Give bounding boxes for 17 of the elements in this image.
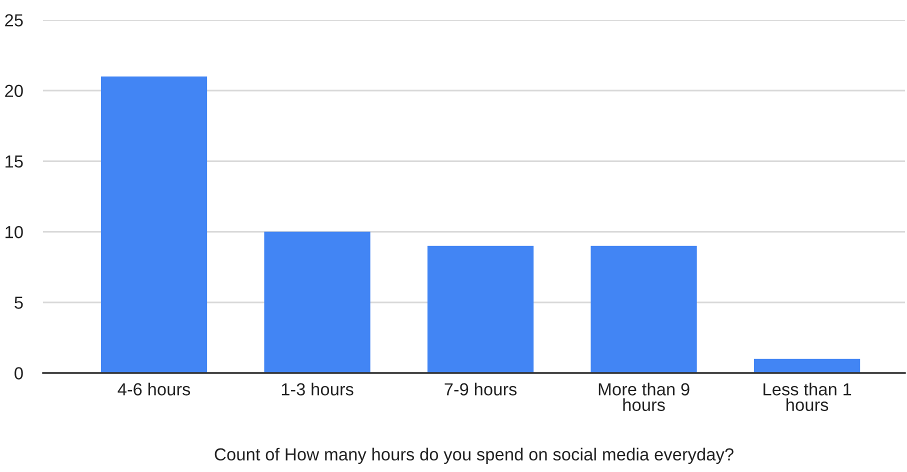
x-tick-label: 7-9 hours xyxy=(444,382,517,396)
bar xyxy=(754,358,860,373)
y-tick-label: 0 xyxy=(14,367,23,380)
y-tick-label: 20 xyxy=(5,84,23,98)
bar xyxy=(427,246,534,373)
y-tick-label: 5 xyxy=(14,296,23,309)
x-tick-label: Less than 1 hours xyxy=(764,382,852,412)
y-tick-label: 10 xyxy=(6,226,23,238)
x-tick-label: 1-3 hours xyxy=(282,382,354,396)
x-tick-label: More than 9 hours xyxy=(598,382,690,412)
y-tick-label: 15 xyxy=(6,156,23,168)
y-tick-label: 25 xyxy=(5,14,23,26)
bar xyxy=(100,76,208,373)
bar xyxy=(590,246,697,373)
x-tick-label: 4-6 hours xyxy=(118,382,190,396)
bar xyxy=(264,232,370,373)
x-axis-title: Count of How many hours do you spend on social media everyday? xyxy=(214,448,734,464)
